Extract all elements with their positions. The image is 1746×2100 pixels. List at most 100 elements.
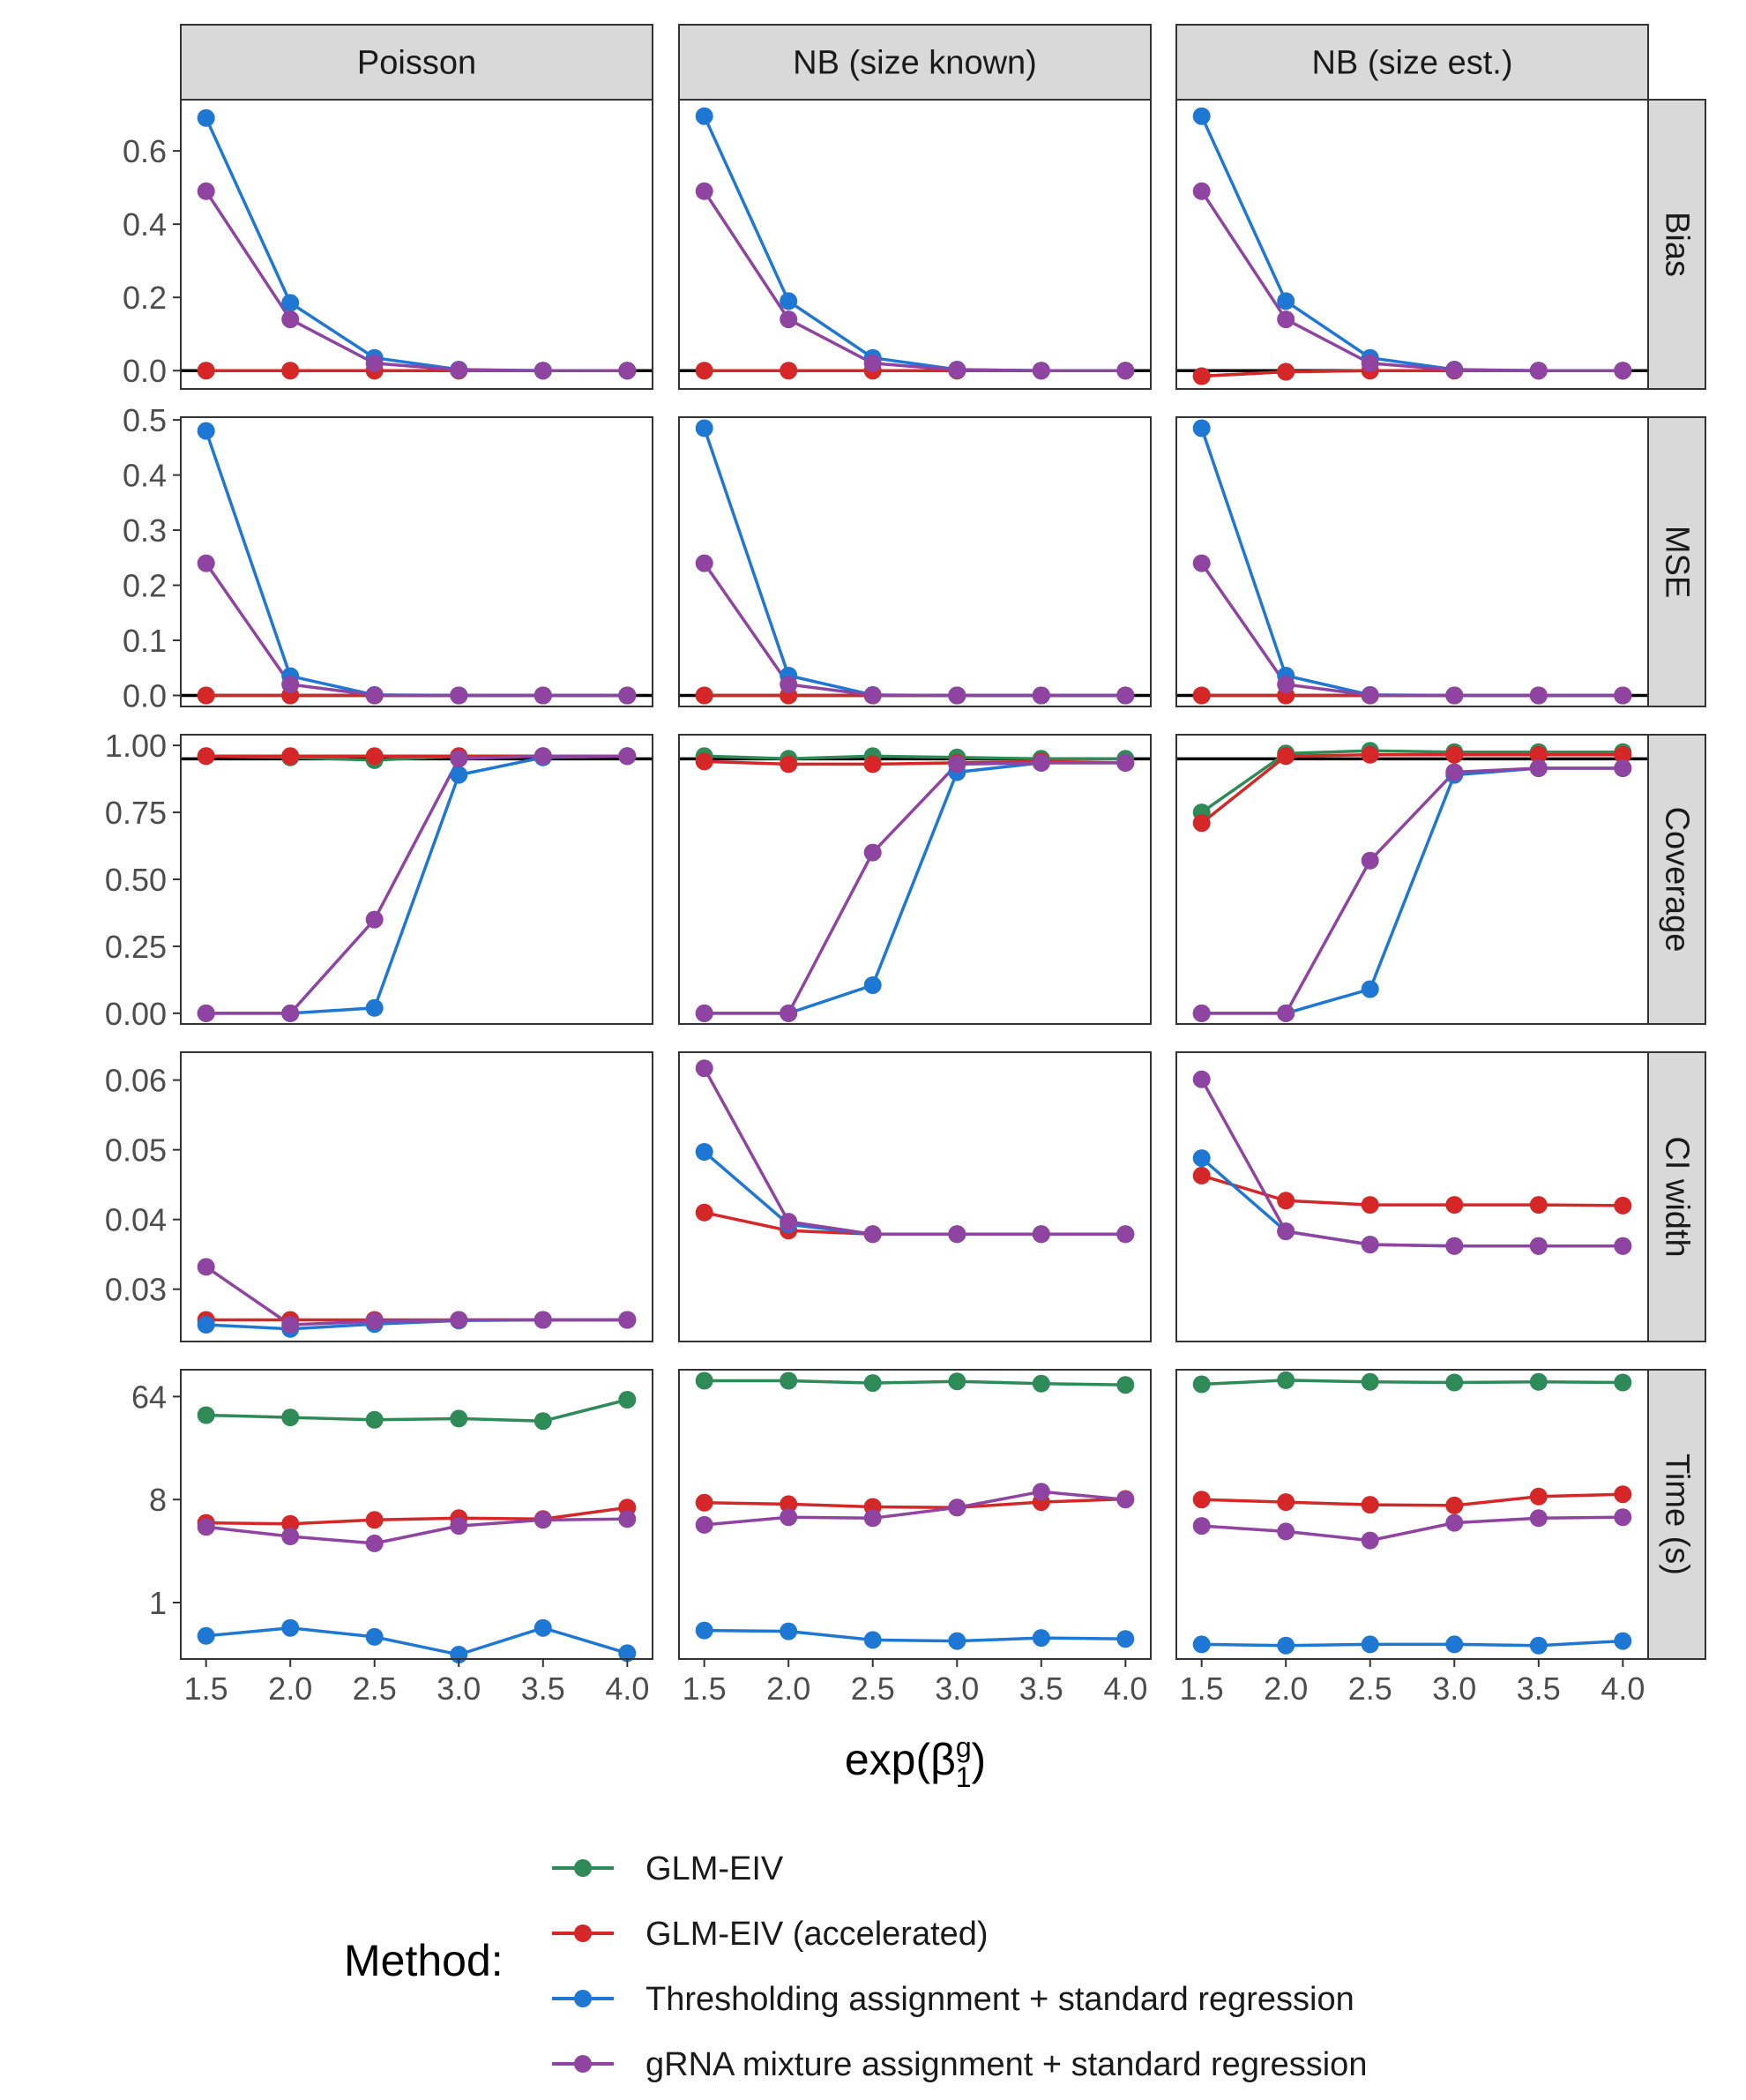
row-strip (1647, 99, 1706, 390)
data-point-thresh (1277, 292, 1295, 310)
series-line-mixture (703, 1067, 1126, 1237)
y-tick-label: 0.2 (123, 568, 167, 604)
data-point-thresh (695, 107, 713, 125)
data-point-thresh (1361, 980, 1379, 998)
data-point-glmeiv_acc (1277, 362, 1295, 381)
x-tick-label: 3.5 (1517, 1670, 1561, 1707)
panel (678, 99, 1152, 390)
data-point-mixture (1032, 1483, 1050, 1501)
data-point-mixture (1192, 1517, 1211, 1536)
data-point-glmeiv_acc (780, 755, 798, 773)
legend-key-point (574, 1859, 592, 1877)
data-point-mixture (450, 361, 468, 379)
panel-border (1175, 416, 1649, 707)
data-point-mixture (863, 843, 882, 862)
data-point-thresh (1445, 1635, 1464, 1654)
data-point-mixture (450, 1517, 468, 1536)
panel (678, 1051, 1152, 1342)
data-point-mixture (365, 1534, 384, 1552)
legend-key-point (574, 2055, 592, 2073)
data-point-mixture (1192, 182, 1211, 200)
x-tick-label: 3.0 (436, 1670, 481, 1707)
data-point-thresh (197, 1626, 215, 1645)
data-point-thresh (695, 419, 713, 437)
data-point-mixture (281, 1528, 300, 1545)
data-point-thresh (365, 1627, 384, 1646)
y-tick-label: 0.4 (123, 206, 167, 243)
data-point-mixture (365, 1312, 384, 1331)
panel (678, 1369, 1152, 1660)
x-tick-label: 2.0 (268, 1670, 312, 1707)
y-tick-label: 0.00 (105, 996, 167, 1032)
data-point-glmeiv_acc (695, 686, 713, 705)
data-point-glmeiv_acc (1277, 1493, 1295, 1512)
data-point-mixture (695, 554, 713, 572)
data-point-mixture (281, 310, 300, 329)
data-point-mixture (1361, 1236, 1379, 1254)
x-axis-title: exp(βg 1) (845, 1731, 986, 1793)
series-line-mixture (704, 1490, 1126, 1527)
series-line-mixture (1200, 562, 1623, 698)
panel-border (678, 1369, 1152, 1660)
row-strip (1647, 734, 1706, 1025)
data-point-mixture (948, 755, 966, 773)
data-point-glmeiv (1116, 1376, 1135, 1394)
legend-label: GLM-EIV (645, 1850, 784, 1887)
x-tick-label: 2.0 (1264, 1670, 1308, 1707)
data-point-glmeiv (780, 1371, 798, 1390)
data-point-glmeiv_acc (695, 752, 713, 771)
series-line-mixture (1200, 1078, 1623, 1248)
data-point-glmeiv_acc (780, 362, 798, 380)
data-point-mixture (365, 686, 384, 705)
data-point-mixture (534, 362, 552, 380)
x-tick-label: 3.5 (1019, 1670, 1063, 1707)
data-point-mixture (1116, 362, 1135, 380)
data-point-glmeiv_acc (1614, 1196, 1632, 1214)
panel-border (180, 1051, 653, 1342)
data-point-glmeiv_acc (1361, 745, 1379, 764)
data-point-glmeiv_acc (1445, 745, 1464, 764)
panel (180, 416, 653, 707)
x-tick-label: 1.5 (683, 1670, 727, 1707)
series-line-mixture (205, 754, 628, 1015)
data-point-mixture (780, 676, 798, 693)
data-point-mixture (1277, 310, 1295, 329)
data-point-glmeiv_acc (1361, 1196, 1379, 1214)
data-point-mixture (1277, 676, 1295, 693)
row-strip-label: MSE (1659, 526, 1696, 598)
data-point-thresh (1032, 1629, 1050, 1648)
column-strip (180, 24, 653, 101)
x-tick-label: 4.0 (1103, 1670, 1147, 1707)
data-point-mixture (1614, 759, 1632, 777)
data-point-mixture (948, 361, 966, 379)
series-line-mixture (703, 562, 1126, 698)
data-point-glmeiv (365, 1410, 384, 1429)
data-point-glmeiv_acc (695, 362, 713, 380)
data-point-mixture (1277, 1222, 1295, 1241)
data-point-mixture (281, 676, 300, 693)
series-line-mixture (205, 562, 628, 698)
y-tick-label: 8 (149, 1482, 167, 1518)
data-point-mixture (948, 1498, 966, 1517)
data-point-thresh (695, 1621, 713, 1640)
data-point-thresh (780, 292, 798, 310)
y-tick-label: 1 (149, 1585, 167, 1621)
y-tick-label: 0.75 (105, 795, 167, 831)
data-point-mixture (948, 686, 966, 705)
panel-background (181, 735, 653, 1024)
series-line-thresh (1201, 1639, 1623, 1648)
data-point-thresh (1192, 419, 1211, 437)
panel-border (1175, 99, 1649, 390)
panel (180, 734, 653, 1025)
panel-background (679, 1052, 1151, 1341)
data-point-mixture (450, 750, 468, 768)
x-tick-label: 2.5 (353, 1670, 397, 1707)
series-line-glmeiv_acc (1201, 1492, 1623, 1507)
data-point-mixture (1192, 1004, 1211, 1022)
data-point-mixture (1032, 362, 1050, 380)
series-line-thresh (205, 1625, 628, 1656)
data-point-mixture (1445, 1513, 1464, 1532)
data-point-thresh (197, 1316, 215, 1334)
panel-border (678, 416, 1152, 707)
